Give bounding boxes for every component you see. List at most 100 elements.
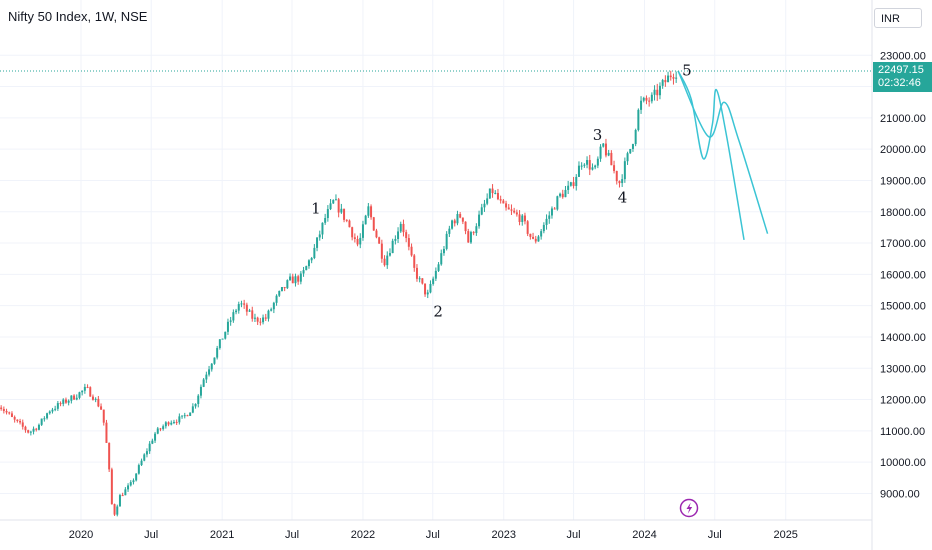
currency-selector[interactable]: INR bbox=[874, 8, 922, 28]
candle-body bbox=[437, 264, 440, 271]
candle-body bbox=[464, 221, 467, 232]
candle-series bbox=[0, 70, 678, 517]
candle-body bbox=[262, 317, 265, 323]
candle-body bbox=[337, 199, 340, 213]
candle-body bbox=[27, 430, 30, 433]
candle-body bbox=[559, 193, 562, 197]
candle-body bbox=[672, 77, 675, 79]
candle-body bbox=[345, 219, 348, 221]
time-tick-label: 2024 bbox=[632, 529, 656, 541]
candle-body bbox=[67, 400, 70, 403]
candle-body bbox=[645, 97, 648, 101]
candle-body bbox=[8, 412, 11, 414]
candle-body bbox=[275, 295, 278, 303]
candle-body bbox=[232, 312, 235, 321]
candle-body bbox=[70, 395, 73, 401]
price-tick-label: 11000.00 bbox=[880, 426, 925, 438]
candle-body bbox=[561, 193, 564, 198]
candle-body bbox=[280, 287, 283, 291]
candle-body bbox=[348, 220, 351, 228]
candle-body bbox=[73, 395, 76, 400]
candle-body bbox=[102, 409, 105, 423]
candle-body bbox=[386, 255, 389, 266]
candle-body bbox=[640, 100, 643, 110]
candle-body bbox=[667, 75, 670, 83]
candle-body bbox=[16, 419, 19, 422]
candle-body bbox=[599, 146, 602, 159]
candle-body bbox=[658, 85, 661, 96]
candle-body bbox=[19, 421, 22, 423]
bar-countdown: 02:32:46 bbox=[878, 77, 921, 89]
candle-body bbox=[97, 398, 100, 407]
candle-body bbox=[580, 165, 583, 167]
candle-body bbox=[151, 440, 154, 444]
candle-body bbox=[121, 495, 124, 497]
price-tick-label: 10000.00 bbox=[880, 457, 926, 469]
candle-body bbox=[318, 234, 321, 238]
price-tick-label: 17000.00 bbox=[880, 238, 926, 250]
candle-body bbox=[183, 415, 186, 417]
candle-body bbox=[251, 310, 254, 319]
candle-body bbox=[642, 97, 645, 101]
candle-body bbox=[129, 482, 132, 486]
candle-body bbox=[216, 348, 219, 358]
candle-body bbox=[380, 243, 383, 259]
candle-body bbox=[229, 320, 232, 322]
candle-body bbox=[440, 253, 443, 265]
candle-body bbox=[351, 227, 354, 238]
candle-body bbox=[54, 408, 57, 410]
candle-body bbox=[375, 230, 378, 238]
candle-body bbox=[299, 273, 302, 282]
candle-body bbox=[235, 310, 238, 313]
candle-body bbox=[56, 403, 59, 409]
candle-body bbox=[43, 418, 46, 420]
candle-body bbox=[270, 309, 273, 311]
candle-body bbox=[537, 236, 540, 242]
candle-body bbox=[397, 231, 400, 240]
candle-body bbox=[278, 290, 281, 296]
candle-body bbox=[286, 280, 289, 289]
candle-body bbox=[361, 224, 364, 238]
candle-body bbox=[226, 321, 229, 332]
candle-body bbox=[586, 160, 589, 165]
candle-body bbox=[653, 89, 656, 95]
candle-body bbox=[513, 210, 516, 213]
price-tick-label: 14000.00 bbox=[880, 332, 926, 344]
price-tick-label: 16000.00 bbox=[880, 269, 926, 281]
candle-body bbox=[661, 80, 664, 86]
wave-label: 4 bbox=[618, 188, 628, 206]
candle-body bbox=[140, 460, 143, 466]
candle-body bbox=[602, 143, 605, 147]
candle-body bbox=[59, 403, 62, 405]
candle-body bbox=[291, 276, 294, 284]
candle-body bbox=[86, 386, 89, 388]
candle-body bbox=[418, 278, 421, 280]
candle-body bbox=[553, 208, 556, 210]
candle-body bbox=[35, 428, 38, 430]
price-tick-label: 15000.00 bbox=[880, 301, 926, 313]
candle-body bbox=[491, 188, 494, 194]
candle-body bbox=[186, 415, 189, 417]
time-tick-label: 2025 bbox=[773, 529, 797, 541]
candle-body bbox=[145, 451, 148, 455]
candle-body bbox=[634, 129, 637, 145]
candle-body bbox=[405, 232, 408, 239]
candle-body bbox=[267, 310, 270, 319]
candle-body bbox=[596, 158, 599, 166]
candle-body bbox=[529, 233, 532, 237]
candle-body bbox=[289, 276, 292, 281]
candle-body bbox=[2, 408, 5, 411]
chart-title: Nifty 50 Index, 1W, NSE bbox=[8, 9, 148, 24]
time-tick-label: Jul bbox=[567, 529, 581, 541]
candle-body bbox=[181, 415, 184, 417]
candle-body bbox=[191, 406, 194, 413]
candle-body bbox=[118, 495, 121, 507]
candle-body bbox=[475, 226, 478, 234]
candle-body bbox=[486, 198, 489, 204]
candle-body bbox=[434, 270, 437, 279]
candle-body bbox=[367, 206, 370, 216]
projection-lines bbox=[677, 70, 769, 241]
lightning-icon[interactable] bbox=[679, 498, 699, 518]
price-tick-label: 18000.00 bbox=[880, 207, 926, 219]
candle-body bbox=[162, 426, 165, 430]
